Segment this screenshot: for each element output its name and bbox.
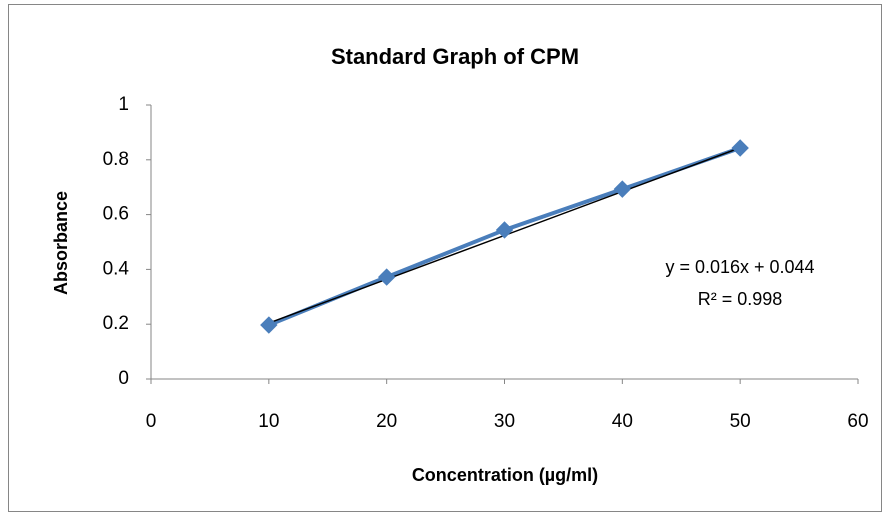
- x-tick-label: 10: [258, 411, 279, 432]
- x-tick-label: 20: [376, 411, 397, 432]
- x-tick-label: 30: [494, 411, 515, 432]
- x-tick-label: 40: [612, 411, 633, 432]
- marker: [613, 180, 632, 198]
- y-axis-title: Absorbance: [51, 191, 71, 295]
- y-tick-label: 0.4: [103, 258, 130, 279]
- y-tick-label: 0: [118, 368, 129, 389]
- x-axis-title: Concentration (µg/ml): [412, 465, 598, 485]
- chart-title: Standard Graph of CPM: [331, 44, 579, 69]
- marker: [495, 221, 514, 239]
- trendline-equation: y = 0.016x + 0.044: [665, 257, 814, 277]
- marker: [377, 268, 396, 286]
- y-tick-label: 1: [118, 94, 129, 115]
- y-tick-label: 0.6: [103, 204, 129, 225]
- x-tick-label: 60: [847, 411, 868, 432]
- trendline-r-squared: R² = 0.998: [698, 289, 783, 309]
- x-tick-label: 0: [146, 411, 157, 432]
- x-tick-label: 50: [730, 411, 751, 432]
- y-tick-label: 0.8: [103, 149, 129, 170]
- y-tick-label: 0.2: [103, 313, 129, 334]
- marker: [731, 139, 749, 157]
- marker: [260, 316, 278, 334]
